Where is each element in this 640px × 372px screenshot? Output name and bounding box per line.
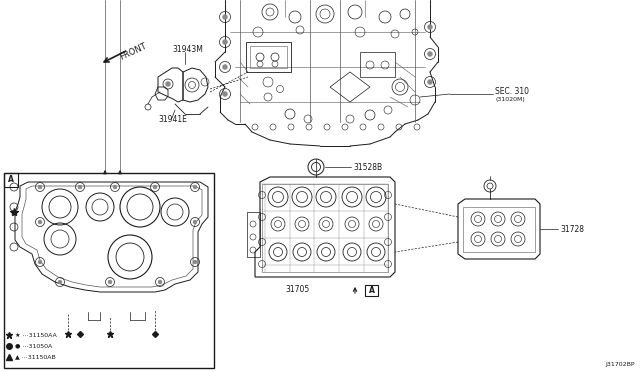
Circle shape [38, 260, 42, 264]
Circle shape [78, 185, 82, 189]
Circle shape [428, 51, 433, 57]
Text: 31728: 31728 [560, 224, 584, 234]
Circle shape [153, 185, 157, 189]
Circle shape [158, 280, 162, 284]
Circle shape [193, 220, 197, 224]
Circle shape [193, 185, 197, 189]
Text: A: A [8, 176, 14, 185]
Text: ● ···31050A: ● ···31050A [15, 343, 52, 349]
Text: 31941E: 31941E [158, 115, 187, 125]
Circle shape [38, 185, 42, 189]
Text: FRONT: FRONT [118, 42, 148, 62]
Circle shape [223, 15, 227, 19]
Circle shape [223, 92, 227, 96]
Text: 31705: 31705 [285, 285, 309, 295]
Text: (31020M): (31020M) [495, 97, 525, 103]
Circle shape [223, 64, 227, 70]
Bar [360, 52, 395, 77]
Text: ★ ···31150AA: ★ ···31150AA [15, 333, 57, 337]
Bar [4, 173, 214, 368]
Circle shape [223, 39, 227, 45]
Text: SEC. 310: SEC. 310 [495, 87, 529, 96]
Circle shape [58, 280, 62, 284]
Circle shape [108, 280, 112, 284]
Text: 31528B: 31528B [353, 163, 382, 171]
Text: A: A [369, 286, 374, 295]
Bar [247, 212, 260, 257]
Text: 31943M: 31943M [172, 45, 203, 55]
Circle shape [193, 260, 197, 264]
Circle shape [428, 80, 433, 84]
Text: ▲ ···31150AB: ▲ ···31150AB [15, 355, 56, 359]
Bar [365, 285, 378, 296]
Bar [246, 42, 291, 72]
Circle shape [113, 185, 117, 189]
Bar [250, 46, 287, 68]
Circle shape [428, 25, 433, 29]
Circle shape [166, 81, 170, 87]
Bar [4, 173, 18, 187]
Circle shape [38, 220, 42, 224]
Text: J31702BP: J31702BP [605, 362, 635, 367]
